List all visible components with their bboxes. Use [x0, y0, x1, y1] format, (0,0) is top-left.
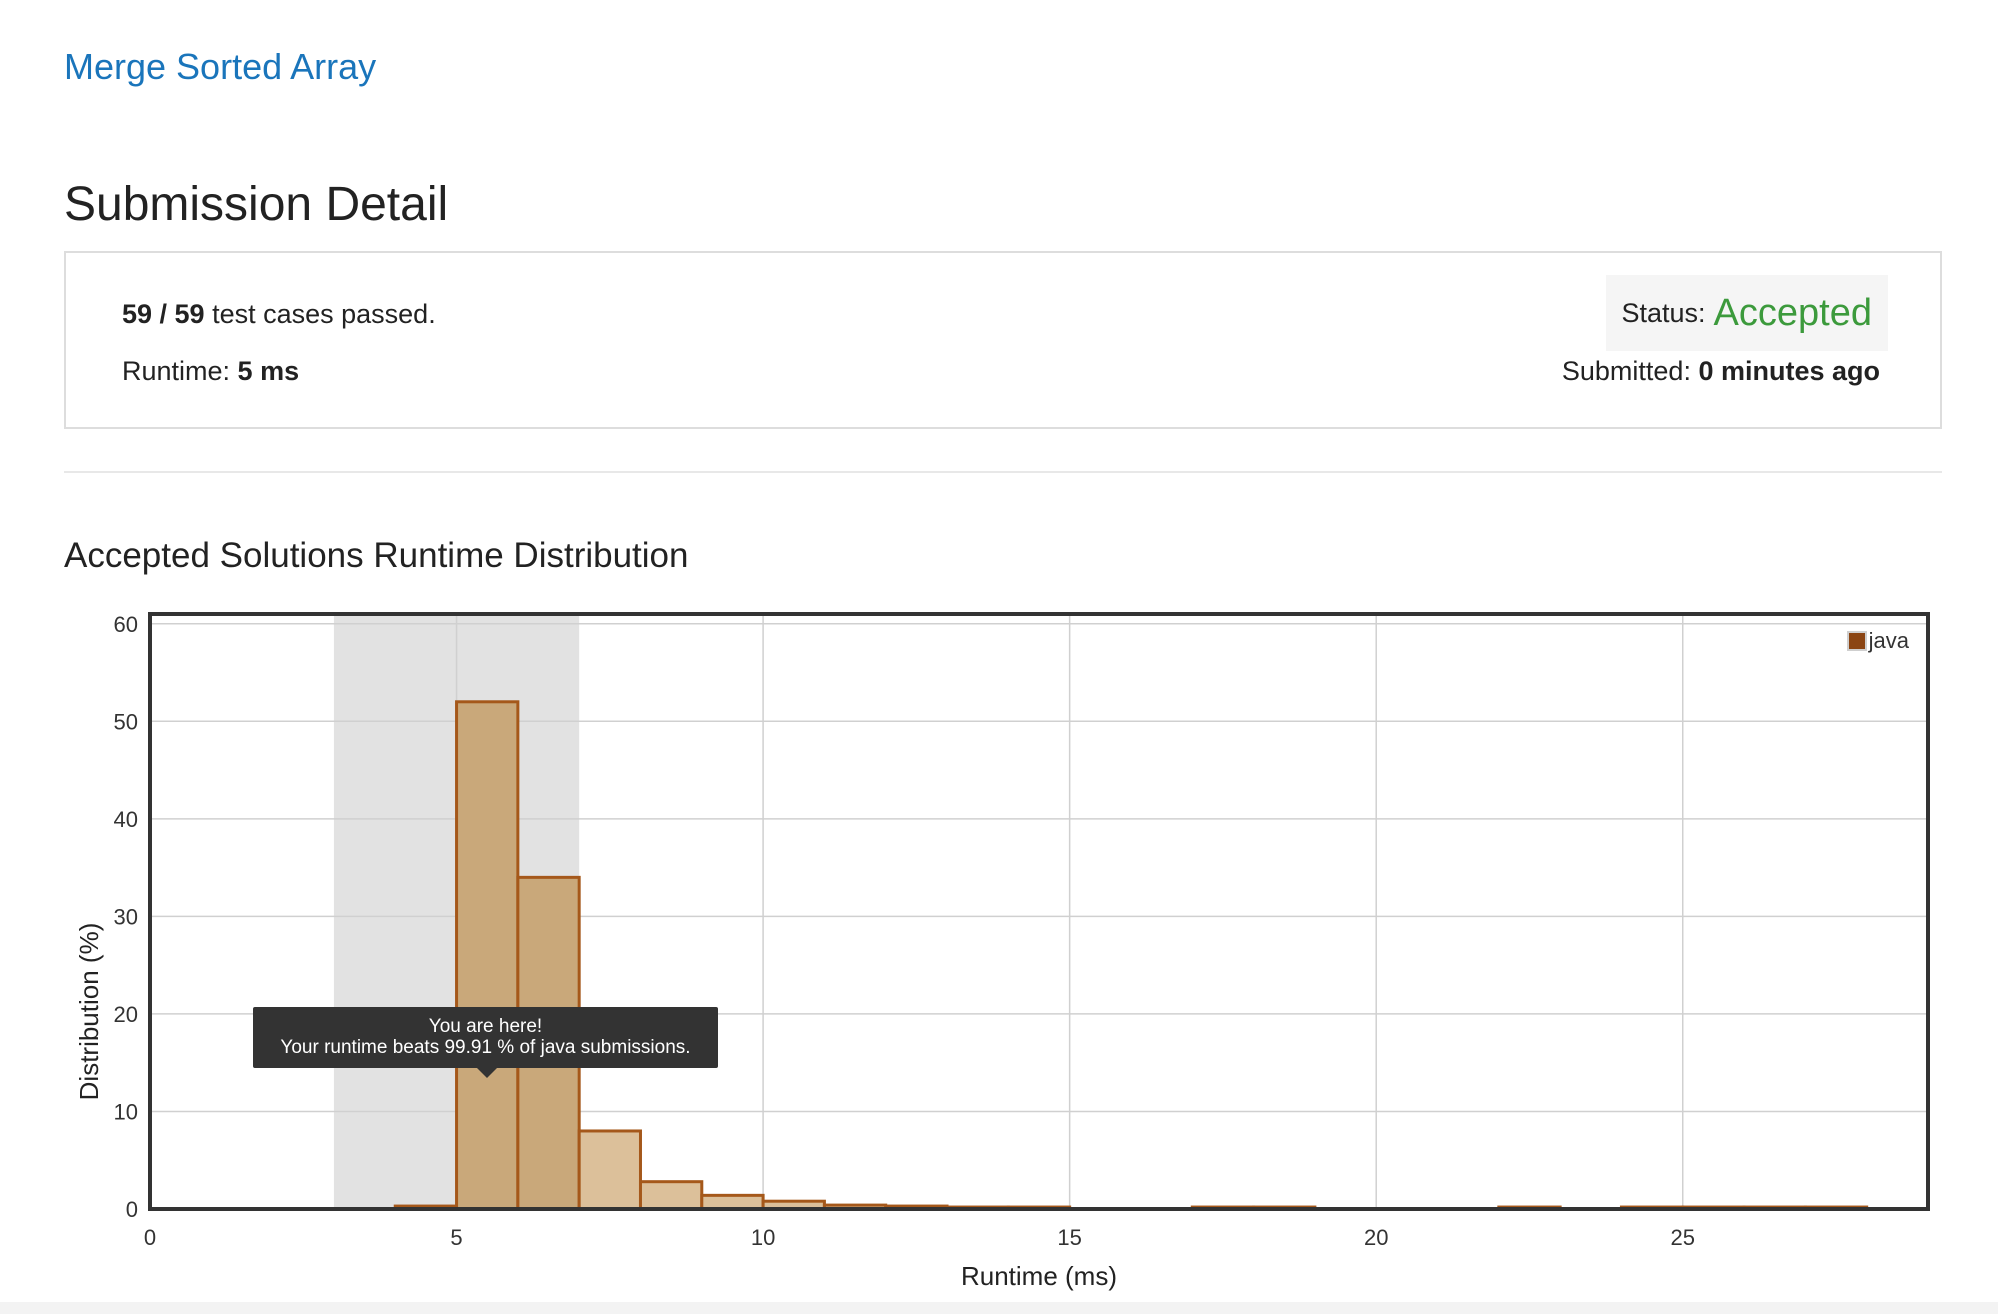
- x-tick-label: 5: [450, 1225, 462, 1250]
- cases-count: 59 / 59: [122, 299, 205, 329]
- section-divider: [64, 471, 1942, 473]
- x-tick-label: 20: [1364, 1225, 1388, 1250]
- status-label: Status:: [1621, 297, 1706, 328]
- histogram-bar: [455, 700, 520, 1211]
- plot-frame: [148, 612, 1930, 1211]
- x-tick-label: 25: [1671, 1225, 1695, 1250]
- x-tick-label: 15: [1057, 1225, 1081, 1250]
- histogram-bar: [638, 1180, 704, 1211]
- histogram-bar: [577, 1129, 642, 1211]
- status: Status: Accepted: [1605, 275, 1888, 351]
- y-tick-label: 10: [114, 1099, 138, 1124]
- y-tick-label: 40: [114, 807, 138, 832]
- chart-title: Accepted Solutions Runtime Distribution: [64, 536, 689, 575]
- bottom-scroll-area: [0, 1302, 1998, 1314]
- y-tick-label: 60: [114, 612, 138, 637]
- submitted-value: 0 minutes ago: [1698, 356, 1880, 386]
- legend-label-java: java: [1868, 628, 1909, 653]
- y-tick-label: 50: [114, 709, 138, 734]
- problem-link[interactable]: Merge Sorted Array: [64, 46, 377, 87]
- histogram-bar: [700, 1193, 765, 1211]
- submitted-label: Submitted:: [1561, 356, 1699, 386]
- cases-suffix: test cases passed.: [204, 299, 436, 329]
- x-axis-label: Runtime (ms): [961, 1261, 1117, 1291]
- y-tick-label: 30: [114, 904, 138, 929]
- test-cases-passed: 59 / 59 test cases passed.: [122, 299, 436, 330]
- y-tick-label: 0: [126, 1197, 138, 1222]
- status-value: Accepted: [1713, 291, 1872, 334]
- you-are-here-tooltip: You are here! Your runtime beats 99.91 %…: [253, 1007, 718, 1078]
- x-tick-label: 0: [144, 1225, 156, 1250]
- x-tick-label: 10: [751, 1225, 775, 1250]
- submission-summary: 59 / 59 test cases passed. Runtime: 5 ms…: [64, 251, 1942, 429]
- runtime-label: Runtime:: [122, 356, 238, 386]
- submitted-time: Submitted: 0 minutes ago: [1562, 356, 1880, 387]
- runtime-value: 5 ms: [237, 356, 300, 386]
- tooltip-arrow-icon: [477, 1068, 497, 1078]
- runtime: Runtime: 5 ms: [122, 356, 299, 387]
- tooltip-line-1: You are here!: [428, 1016, 543, 1037]
- chart-legend[interactable]: java: [1846, 628, 1909, 654]
- page-title: Submission Detail: [64, 178, 449, 231]
- tooltip-line-2: Your runtime beats 99.91 % of java submi…: [280, 1037, 691, 1058]
- legend-swatch-java: [1846, 631, 1867, 651]
- y-tick-label: 20: [114, 1002, 138, 1027]
- y-axis-label: Distribution (%): [74, 923, 104, 1101]
